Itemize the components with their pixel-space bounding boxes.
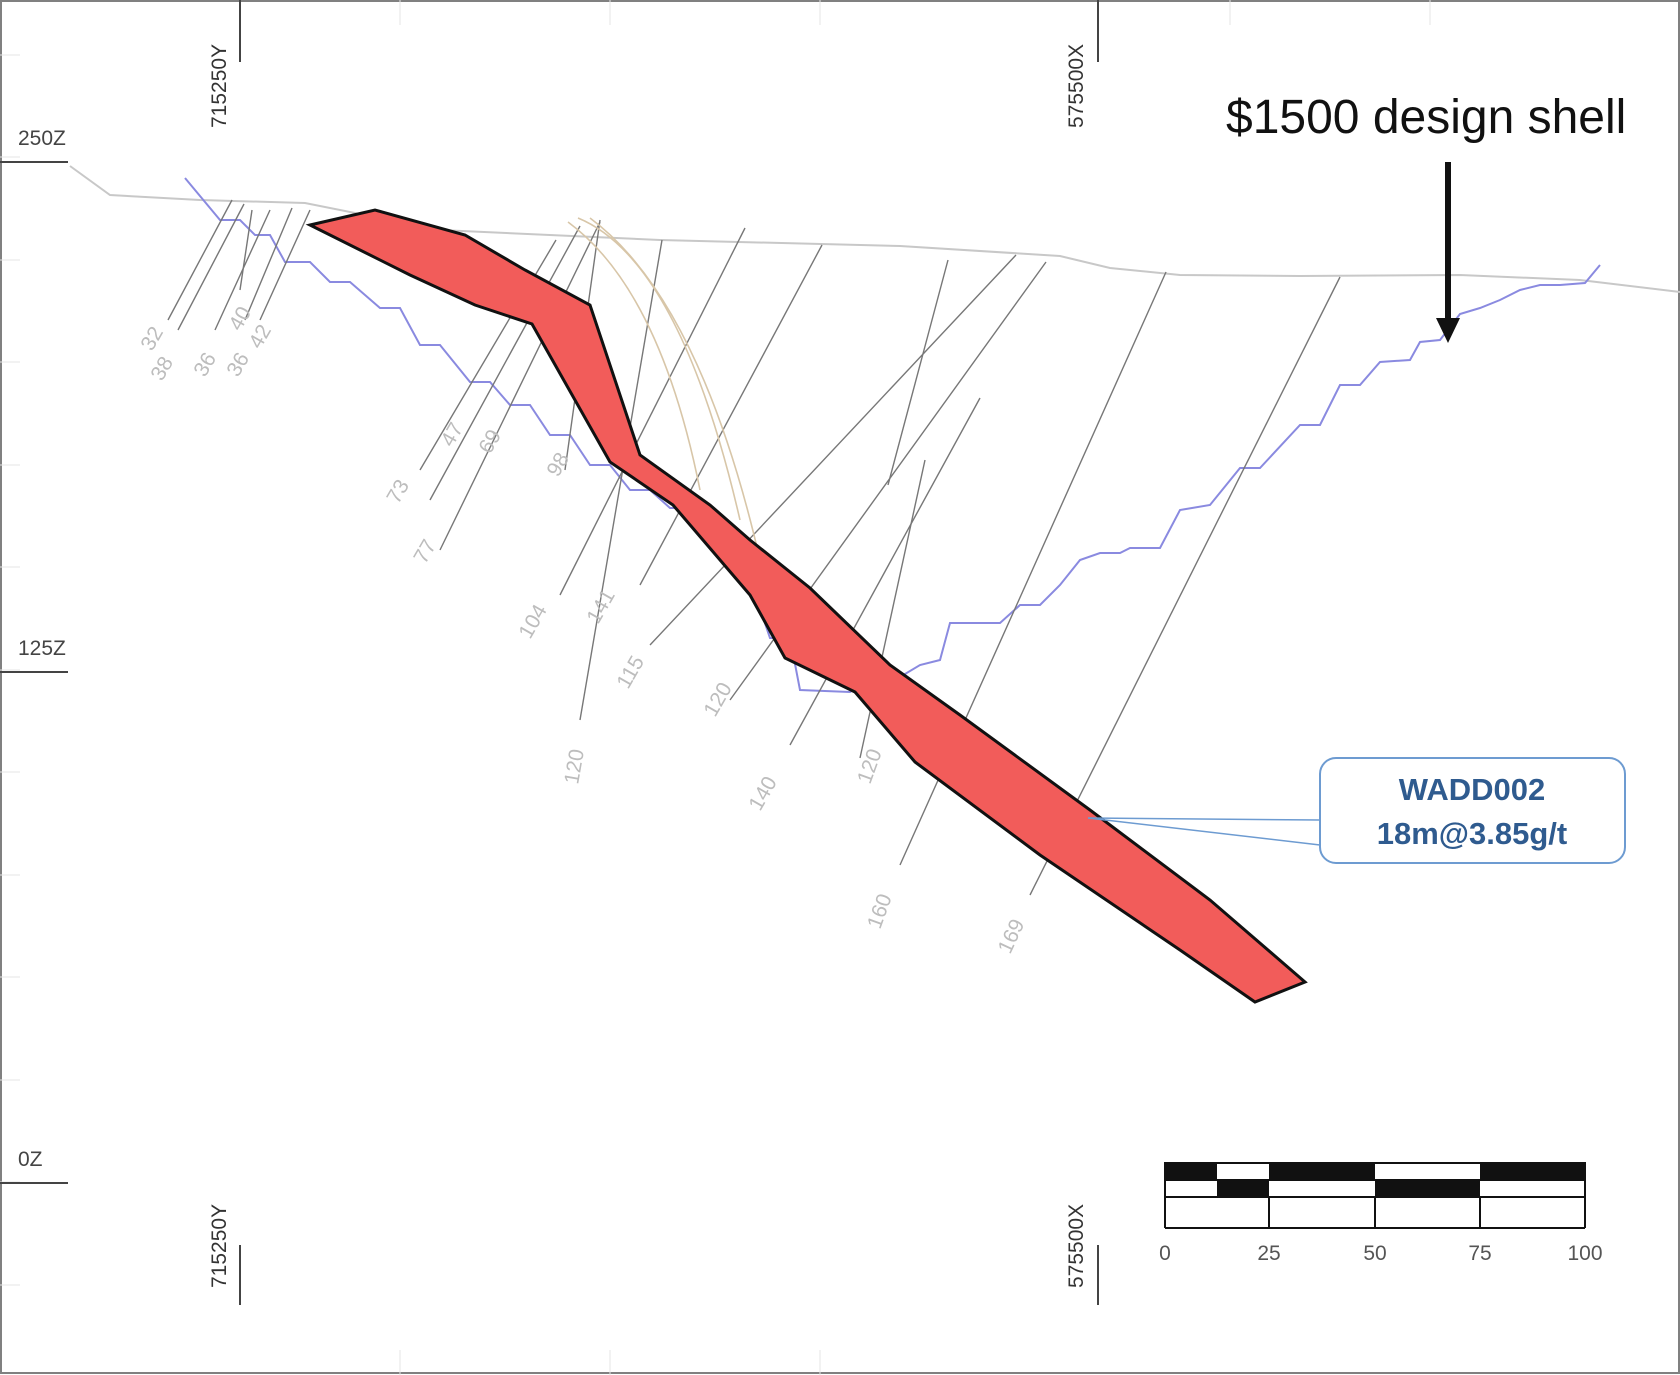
northing-bottom-label: 715250Y <box>208 1204 231 1288</box>
drillhole-trace <box>239 209 253 291</box>
scale-bar-segment <box>1217 1180 1269 1197</box>
elevation-125-label: 125Z <box>18 637 66 660</box>
grid-ticks <box>0 0 1431 1375</box>
drillholes <box>167 199 1341 896</box>
elevation-0-label: 0Z <box>18 1148 43 1171</box>
drillhole-trace <box>1029 276 1341 896</box>
shell-annotation-label: $1500 design shell <box>1226 91 1626 144</box>
callout-leader-a <box>1087 817 1321 846</box>
curved-drillhole <box>577 217 741 521</box>
scale-label: 100 <box>1567 1242 1602 1265</box>
topography-line <box>69 165 1680 293</box>
easting-top-label: 575500X <box>1065 44 1088 128</box>
scale-bar-segment <box>1269 1163 1375 1180</box>
scale-label: 25 <box>1257 1242 1280 1265</box>
drillhole-trace <box>887 259 949 486</box>
drillhole-trace <box>429 225 581 501</box>
drillhole-trace <box>649 254 1017 646</box>
scale-label: 75 <box>1468 1242 1491 1265</box>
drillhole-trace <box>639 244 823 586</box>
drillhole-trace <box>259 209 311 321</box>
drillhole-trace <box>789 397 981 746</box>
scale-bar-segment <box>1480 1163 1585 1180</box>
scale-label: 0 <box>1159 1242 1171 1265</box>
drillhole-trace <box>244 207 293 321</box>
scale-bar-segment <box>1375 1180 1480 1197</box>
drillhole-trace <box>439 221 601 551</box>
easting-bottom-label: 575500X <box>1065 1204 1088 1288</box>
callout-intercept: 18m@3.85g/t <box>1377 816 1567 851</box>
scale-label: 50 <box>1363 1242 1386 1265</box>
callout-leader-b <box>1087 817 1321 821</box>
drillhole-trace <box>177 203 245 331</box>
curved-drillhole <box>589 217 761 561</box>
scale-bar-segment <box>1165 1163 1217 1180</box>
callout-hole-id: WADD002 <box>1399 772 1545 807</box>
shell-arrow-head <box>1436 318 1460 343</box>
scale-bar: 0 25 50 75 100 <box>1159 1162 1603 1265</box>
curved-drillhole <box>567 221 701 491</box>
drillhole-trace <box>214 209 271 331</box>
drillhole-trace <box>167 199 233 321</box>
curved-drillholes <box>567 217 761 561</box>
callout-box <box>1319 757 1626 864</box>
drillhole-trace <box>559 227 746 596</box>
elevation-250-label: 250Z <box>18 127 66 150</box>
orebody <box>305 208 1308 1004</box>
northing-top-label: 715250Y <box>208 44 231 128</box>
drillhole-trace <box>579 239 663 721</box>
